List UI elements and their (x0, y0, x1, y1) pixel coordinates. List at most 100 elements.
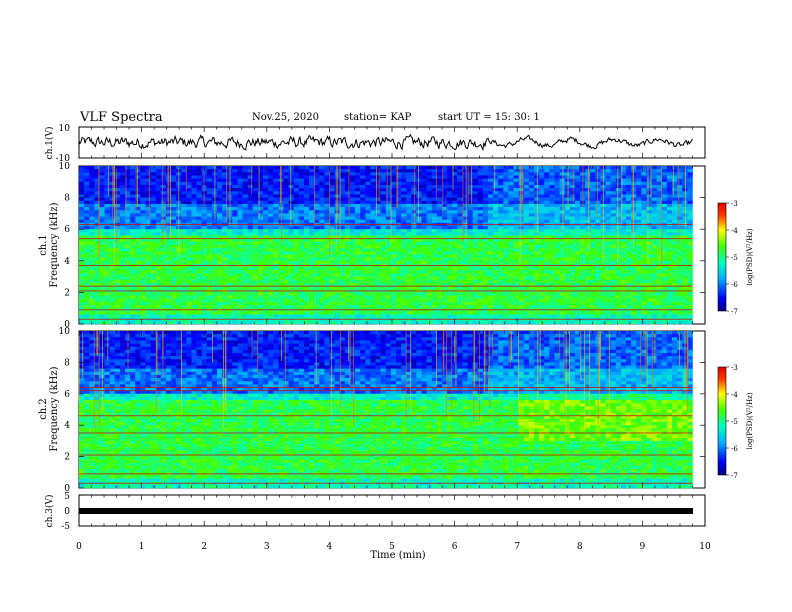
spectrogram-cell (498, 248, 504, 252)
spectrogram-cell (528, 260, 535, 265)
spectrogram-cell (431, 216, 438, 221)
spectrogram-cell (462, 248, 468, 252)
spectrogram-cell (165, 279, 172, 284)
spectrogram-cell (89, 232, 95, 236)
spectrogram-cell (355, 257, 361, 262)
spectrogram-cell (84, 238, 90, 243)
spectrogram-cell (314, 260, 320, 265)
spectrogram-cell (487, 219, 494, 224)
spectrogram-cell (452, 270, 458, 274)
spectrogram-cell (595, 197, 601, 202)
spectrogram-cell (569, 175, 576, 179)
spectrogram-cell (303, 270, 310, 274)
spectrogram-cell (498, 172, 504, 176)
spectrogram-cell (508, 292, 514, 296)
spectrogram-cell (125, 219, 131, 224)
spectrogram-cell (278, 251, 284, 255)
spectrogram-cell (472, 216, 479, 221)
spectrogram-cell (237, 166, 243, 170)
spectrogram-cell (539, 241, 545, 246)
spectrogram-cell (585, 282, 591, 287)
spectrogram-cell (615, 194, 622, 198)
spectrogram-cell (595, 245, 601, 249)
spectrogram-cell (298, 251, 305, 255)
spectrogram-cell (493, 226, 499, 230)
spectrogram-cell (401, 207, 407, 211)
spectrogram-cell (314, 210, 320, 214)
spectrogram-cell (191, 181, 197, 186)
spectrogram-cell (257, 235, 264, 239)
spectrogram-cell (114, 267, 121, 271)
spectrogram-cell (467, 254, 473, 258)
spectrogram-cell (661, 276, 668, 281)
spectrogram-cell (206, 267, 213, 271)
spectrogram-cell (508, 245, 514, 249)
spectrogram-cell (309, 166, 315, 170)
spectrogram-cell (150, 191, 156, 195)
spectrogram-cell (171, 257, 177, 262)
spectrogram-cell (661, 207, 668, 211)
spectrogram-cell (544, 251, 550, 255)
spectrogram-cell (498, 257, 504, 262)
spectrogram-cell (651, 226, 657, 230)
spectrogram-cell (457, 276, 463, 281)
spectrogram-cell (620, 172, 627, 176)
spectrogram-cell (539, 203, 545, 208)
spectrogram-cell (309, 210, 315, 214)
spectrogram-cell (283, 169, 289, 173)
spectrogram-cell (283, 181, 289, 186)
spectrogram-cell (114, 200, 121, 205)
spectrogram-cell (201, 254, 208, 258)
spectrogram-cell (314, 286, 320, 290)
spectrogram-cell (370, 251, 376, 255)
spectrogram-cell (273, 226, 279, 230)
spectrogram-cell (544, 216, 550, 221)
spectrogram-cell (114, 226, 121, 230)
spectrogram-cell (452, 213, 458, 217)
spectrogram-cell (651, 169, 657, 173)
spectrogram-cell (222, 213, 228, 217)
spectrogram-cell (329, 169, 335, 173)
spectrogram-cell (549, 257, 555, 262)
spectrogram-cell (89, 200, 95, 205)
spectrogram-cell (677, 191, 683, 195)
spectrogram-cell (406, 188, 412, 192)
spectrogram-cell (360, 251, 366, 255)
spectrogram-cell (94, 181, 100, 186)
spectrogram-cell (293, 194, 300, 198)
spectrogram-cell (646, 276, 652, 281)
spectrogram-cell (252, 235, 259, 239)
spectrogram-cell (636, 279, 642, 284)
spectrogram-cell (349, 254, 356, 258)
spectrogram-cell (666, 166, 673, 170)
spectrogram-cell (114, 235, 121, 239)
spectrogram-cell (421, 241, 427, 246)
spectrogram-cell (247, 213, 254, 217)
spectrogram-cell (595, 273, 601, 277)
spectrogram-cell (145, 238, 151, 243)
spectrogram-cell (421, 270, 427, 274)
spectrogram-cell (237, 245, 243, 249)
spectrogram-cell (620, 207, 627, 211)
spectrogram-cell (610, 219, 617, 224)
spectrogram-cell (119, 279, 126, 284)
spectrogram-cell (119, 254, 126, 258)
spectrogram-cell (493, 175, 499, 179)
spectrogram-cell (682, 219, 688, 224)
spectrogram-cell (263, 292, 269, 296)
spectrogram-cell (171, 260, 177, 265)
spectrogram-cell (84, 254, 90, 258)
spectrogram-cell (411, 257, 417, 262)
spectrogram-cell (349, 172, 356, 176)
spectrogram-cell (217, 260, 223, 265)
spectrogram-cell (574, 175, 581, 179)
spectrogram-cell (145, 232, 151, 236)
spectrogram-cell (140, 226, 146, 230)
spectrogram-cell (232, 200, 238, 205)
spectrogram-cell (196, 188, 202, 192)
spectrogram-cell (155, 175, 162, 179)
spectrogram-cell (263, 213, 269, 217)
spectrogram-cell (390, 241, 397, 246)
spectrogram-cell (406, 238, 412, 243)
spectrogram-cell (247, 292, 254, 296)
